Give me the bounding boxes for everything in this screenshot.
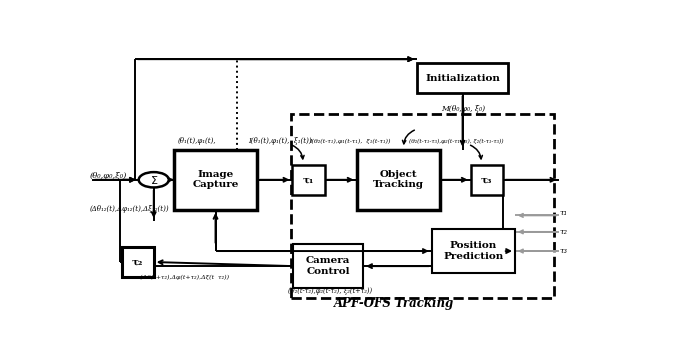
Text: τ₂: τ₂ bbox=[132, 257, 143, 267]
Bar bbox=[471, 165, 503, 195]
Text: (Δθ(t+τ₂),Δφ(t+τ₂),Δξ(t  τ₂)): (Δθ(t+τ₂),Δφ(t+τ₂),Δξ(t τ₂)) bbox=[140, 274, 229, 280]
Text: τ₁: τ₁ bbox=[303, 175, 314, 184]
Text: M(θ₀,φ₀, ξ₀): M(θ₀,φ₀, ξ₀) bbox=[441, 105, 485, 112]
Text: (Δθ₁₂(t),Δφ₁₂(t),Δξ₁₂(t)): (Δθ₁₂(t),Δφ₁₂(t),Δξ₁₂(t)) bbox=[89, 205, 169, 213]
Bar bbox=[291, 114, 554, 298]
Text: I(θ₂(t-τ₁),φ₁(t-τ₁),  ξ₁(t-τ₁)): I(θ₂(t-τ₁),φ₁(t-τ₁), ξ₁(t-τ₁)) bbox=[310, 139, 391, 144]
Bar bbox=[174, 150, 257, 210]
Text: (θ₀,φ₀,ξ₀): (θ₀,φ₀,ξ₀) bbox=[89, 172, 127, 180]
Bar bbox=[121, 247, 154, 277]
Bar bbox=[293, 244, 363, 288]
Text: Object
Tracking: Object Tracking bbox=[373, 170, 423, 189]
Text: τ₃: τ₃ bbox=[481, 175, 493, 184]
Text: APF-OFS Tracking: APF-OFS Tracking bbox=[334, 297, 454, 310]
Bar bbox=[432, 229, 515, 273]
Text: τ₂: τ₂ bbox=[559, 228, 568, 236]
Text: Position
Prediction: Position Prediction bbox=[444, 241, 503, 261]
Text: τ₁: τ₁ bbox=[559, 209, 568, 217]
Text: $\Sigma$: $\Sigma$ bbox=[150, 174, 158, 186]
Circle shape bbox=[139, 172, 169, 188]
Bar bbox=[417, 63, 508, 93]
Bar bbox=[292, 165, 324, 195]
Text: Initialization: Initialization bbox=[425, 74, 500, 83]
Bar bbox=[356, 150, 440, 210]
Text: Camera
Control: Camera Control bbox=[306, 256, 351, 276]
Text: I(θ₁(t),φ₁(t),  ξ₁(t)): I(θ₁(t),φ₁(t), ξ₁(t)) bbox=[248, 137, 311, 145]
Text: (θ₂(t-τ₁-τ₃),φ₂(t-τ₁-τ₃), ξ₂(t-τ₁-τ₃)): (θ₂(t-τ₁-τ₃),φ₂(t-τ₁-τ₃), ξ₂(t-τ₁-τ₃)) bbox=[409, 139, 503, 144]
Text: (θ₁(t),φ₁(t),: (θ₁(t),φ₁(t), bbox=[178, 137, 216, 145]
Text: τ₃: τ₃ bbox=[559, 247, 568, 255]
Text: Image
Capture: Image Capture bbox=[193, 170, 238, 189]
Text: (θ₂(t-τ₂),φ₂(t-τ₂), ξ₂(t+τ₂)): (θ₂(t-τ₂),φ₂(t-τ₂), ξ₂(t+τ₂)) bbox=[288, 287, 372, 295]
